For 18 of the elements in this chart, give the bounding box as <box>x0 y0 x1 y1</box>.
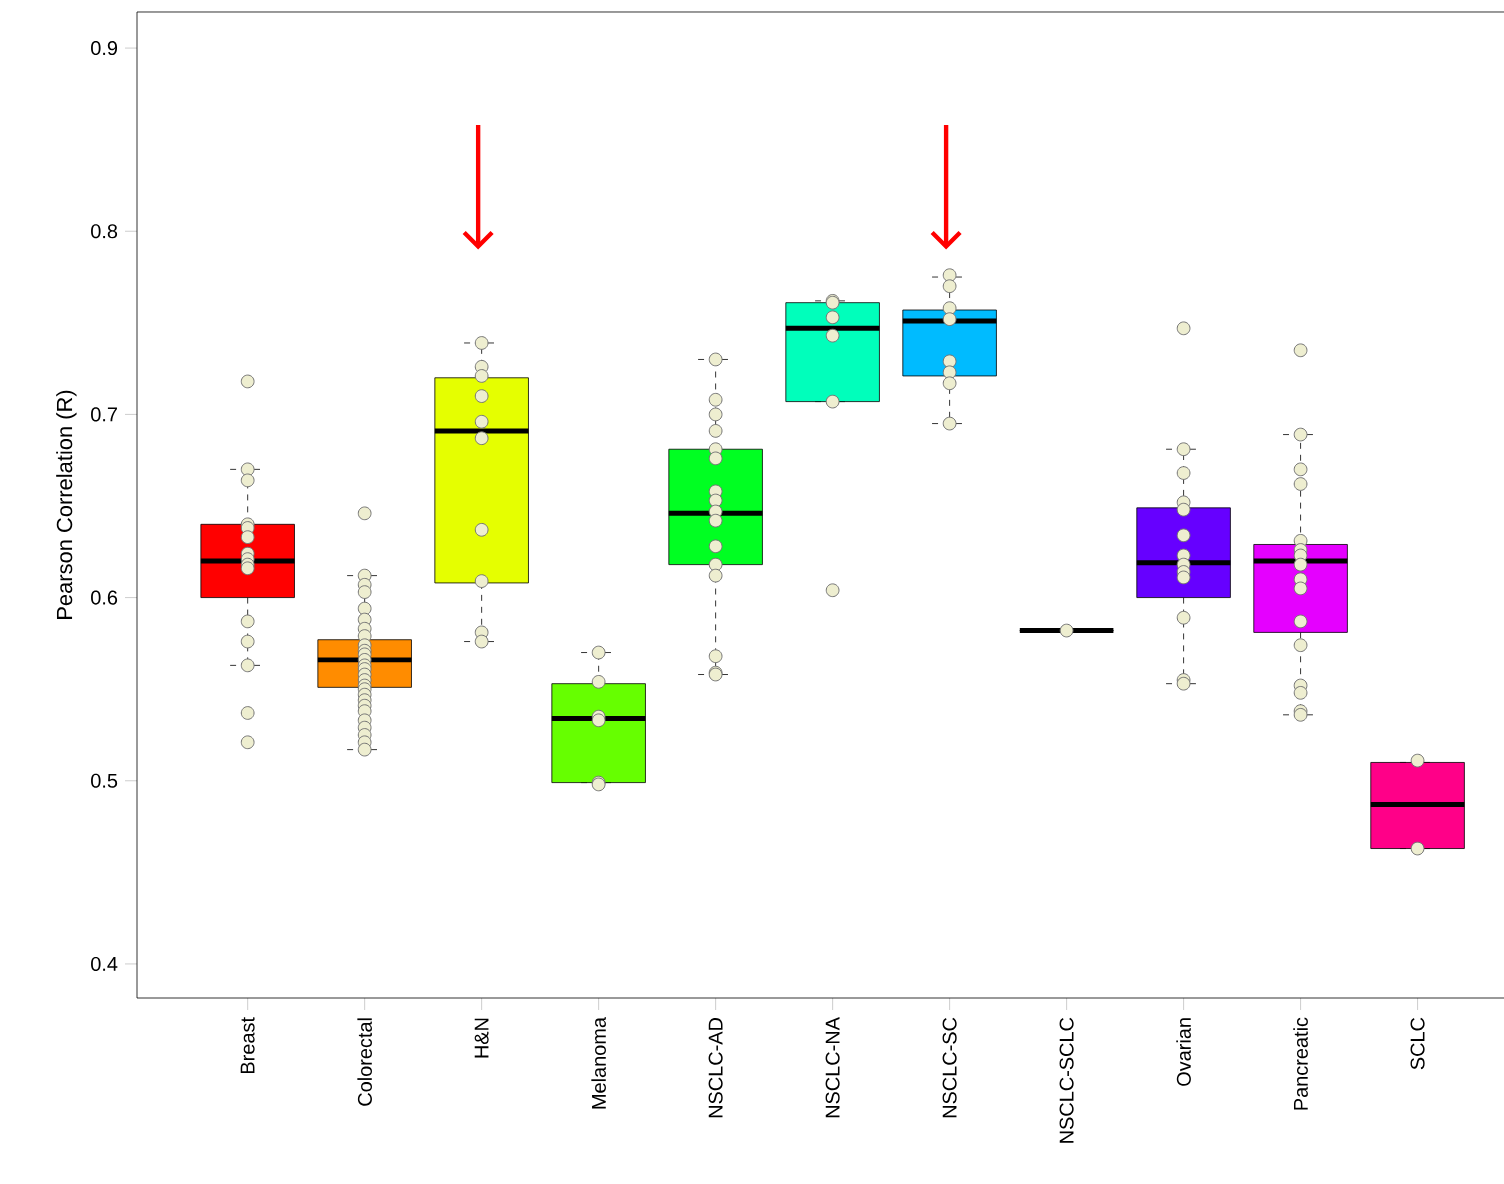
y-tick-label: 0.4 <box>91 956 118 971</box>
x-tick-label: Colorectal <box>357 1018 372 1106</box>
y-tick-label: 0.9 <box>91 41 118 56</box>
x-tick-label: Melanoma <box>591 1017 606 1109</box>
y-tick-label: 0.6 <box>91 590 118 605</box>
y-tick-label: 0.8 <box>91 224 118 239</box>
x-tick-label: NSCLC-SC <box>942 1017 957 1118</box>
y-axis-title: Pearson Correlation (R) <box>56 390 77 619</box>
x-tick-label: NSCLC-NA <box>825 1017 840 1118</box>
x-tick-label: Ovarian <box>1176 1018 1191 1086</box>
y-tick-label: 0.7 <box>91 407 117 422</box>
x-tick-label: NSCLC-SCLC <box>1059 1017 1074 1143</box>
x-tick-label: NSCLC-AD <box>708 1018 723 1118</box>
x-tick-label: H&N <box>474 1018 489 1058</box>
x-tick-label: SCLC <box>1410 1017 1425 1070</box>
x-tick-label: Breast <box>240 1017 255 1073</box>
y-tick-label: 0.5 <box>91 773 118 788</box>
x-tick-label: Pancreatic <box>1293 1017 1308 1110</box>
